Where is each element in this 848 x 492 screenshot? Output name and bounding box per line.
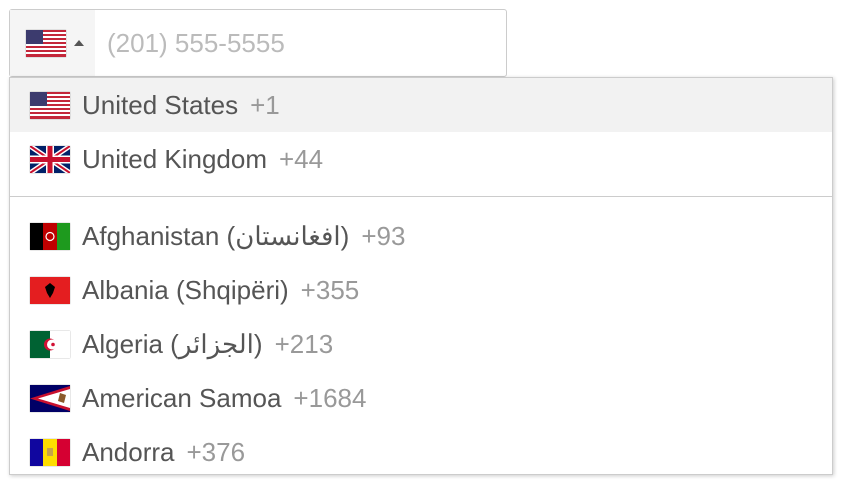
as-flag-icon xyxy=(30,384,70,412)
dial-code: +1684 xyxy=(293,382,367,413)
country-list[interactable]: United States +1 United Kingdom +44 Afghan… xyxy=(9,77,833,475)
dial-code: +93 xyxy=(361,220,406,251)
divider xyxy=(10,196,832,197)
country-name: Albania (Shqipëri) xyxy=(82,274,289,305)
country-item-american-samoa[interactable]: American Samoa +1684 xyxy=(10,371,832,425)
dial-code: +355 xyxy=(300,274,360,305)
country-name: American Samoa xyxy=(82,382,282,413)
country-item-andorra[interactable]: Andorra +376 xyxy=(10,425,832,474)
dial-code: +44 xyxy=(279,143,324,174)
phone-number-input[interactable] xyxy=(95,10,505,76)
country-name: United Kingdom xyxy=(82,143,267,174)
country-item-united-states[interactable]: United States +1 xyxy=(10,78,832,132)
af-flag-icon xyxy=(30,222,70,250)
country-item-algeria[interactable]: Algeria (‫الجزائر‬‎) +213 xyxy=(10,317,832,371)
ad-flag-icon xyxy=(30,438,70,466)
al-flag-icon xyxy=(30,276,70,304)
dz-flag-icon xyxy=(30,330,70,358)
country-name: Afghanistan (‫افغانستان‬‎) xyxy=(82,220,350,251)
country-item-albania[interactable]: Albania (Shqipëri) +355 xyxy=(10,263,832,317)
dial-code: +1 xyxy=(250,89,280,120)
caret-up-icon xyxy=(74,40,84,46)
country-item-united-kingdom[interactable]: United Kingdom +44 xyxy=(10,132,832,186)
phone-input-container xyxy=(9,9,507,77)
country-selector-button[interactable] xyxy=(10,10,95,76)
country-name: Algeria (‫الجزائر‬‎) xyxy=(82,328,263,359)
gb-flag-icon xyxy=(30,145,70,173)
country-item-afghanistan[interactable]: Afghanistan (‫افغانستان‬‎) +93 xyxy=(10,209,832,263)
us-flag-icon xyxy=(30,91,70,119)
country-name: Andorra xyxy=(82,436,175,467)
us-flag-icon xyxy=(26,29,66,57)
dial-code: +376 xyxy=(186,436,246,467)
country-name: United States xyxy=(82,89,239,120)
dial-code: +213 xyxy=(274,328,334,359)
